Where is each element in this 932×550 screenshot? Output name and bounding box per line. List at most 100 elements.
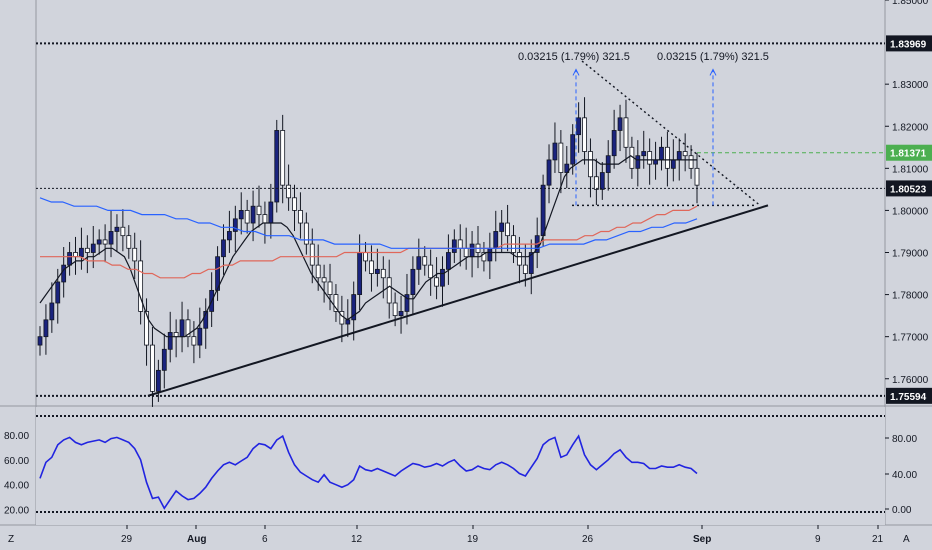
candle-up bbox=[161, 348, 167, 371]
price-tick-label: 1.79000 bbox=[892, 249, 929, 260]
time-tick-label: Aug bbox=[187, 534, 206, 545]
candle-up bbox=[197, 327, 203, 346]
candle-down bbox=[150, 344, 155, 392]
candle-down bbox=[191, 336, 197, 346]
candle-up bbox=[469, 243, 475, 258]
price-level-tag bbox=[886, 144, 932, 161]
oscillator-right-tick: 40.00 bbox=[892, 470, 917, 481]
candle-down bbox=[73, 252, 78, 258]
price-tick-label: 1.83000 bbox=[892, 80, 929, 91]
candle-down bbox=[428, 264, 434, 279]
candle-up bbox=[90, 243, 96, 253]
candle-down bbox=[315, 264, 321, 279]
candle-down bbox=[386, 277, 392, 304]
candle-down bbox=[457, 239, 463, 249]
candle-down bbox=[588, 151, 593, 178]
ma-short-line bbox=[39, 154, 697, 338]
candle-up bbox=[357, 252, 363, 295]
candle-up bbox=[227, 231, 232, 241]
candle-down bbox=[517, 252, 522, 266]
candle-up bbox=[179, 319, 185, 338]
oscillator-left-tick: 80.00 bbox=[4, 431, 29, 442]
price-level-tag bbox=[886, 387, 932, 404]
candle-up bbox=[43, 319, 49, 338]
candle-down bbox=[144, 311, 149, 346]
candle-up bbox=[55, 281, 61, 304]
candle-down bbox=[173, 332, 179, 338]
candle-up bbox=[576, 117, 582, 136]
candle-down bbox=[333, 294, 339, 312]
oscillator-right-tick: 80.00 bbox=[892, 434, 917, 445]
candle-up bbox=[599, 172, 605, 190]
price-tick-label: 1.78000 bbox=[892, 291, 929, 302]
candle-up bbox=[446, 252, 451, 270]
time-tick-label: 9 bbox=[815, 534, 821, 545]
candle-down bbox=[132, 247, 138, 262]
candle-up bbox=[404, 294, 410, 312]
candle-up bbox=[635, 155, 641, 169]
candle-up bbox=[398, 311, 404, 317]
candle-up bbox=[61, 264, 67, 283]
candle-down bbox=[582, 117, 587, 152]
candle-up bbox=[79, 247, 84, 258]
price-tick-label: 1.76000 bbox=[892, 375, 929, 386]
candle-up bbox=[374, 268, 380, 274]
candle-up bbox=[345, 319, 351, 325]
candle-up bbox=[238, 210, 244, 220]
time-tick-label: 12 bbox=[351, 534, 363, 545]
measure-label-1: 0.03215 (1.79%) 321.5 bbox=[518, 51, 630, 63]
candle-up bbox=[552, 142, 558, 161]
candle-up bbox=[440, 268, 445, 287]
candle-up bbox=[108, 231, 114, 245]
time-tick-label: 19 bbox=[467, 534, 479, 545]
ma-mid-line bbox=[40, 205, 698, 279]
price-level-label: 1.83969 bbox=[890, 39, 927, 50]
candle-up bbox=[570, 134, 576, 165]
candle-up bbox=[37, 336, 43, 346]
ma-long-line bbox=[39, 197, 698, 249]
candle-up bbox=[410, 268, 416, 295]
candle-up bbox=[274, 130, 280, 203]
candle-down bbox=[481, 252, 487, 262]
time-tick-label: 26 bbox=[582, 534, 594, 545]
candle-down bbox=[138, 260, 144, 312]
candle-up bbox=[416, 256, 422, 270]
candle-down bbox=[256, 205, 262, 216]
candle-down bbox=[682, 151, 688, 157]
candle-down bbox=[363, 252, 368, 262]
candle-up bbox=[659, 146, 664, 161]
price-level-label: 1.80523 bbox=[890, 184, 927, 195]
left-marker: Z bbox=[8, 534, 14, 545]
right-marker: A bbox=[903, 534, 910, 545]
candle-up bbox=[653, 159, 658, 165]
candle-down bbox=[303, 222, 309, 245]
candle-up bbox=[670, 159, 676, 169]
candle-down bbox=[126, 235, 132, 249]
candle-down bbox=[84, 247, 90, 253]
candle-up bbox=[203, 311, 209, 329]
candle-up bbox=[167, 332, 173, 350]
candle-up bbox=[676, 151, 682, 161]
candle-down bbox=[694, 167, 700, 186]
candle-up bbox=[155, 369, 161, 392]
candle-down bbox=[262, 214, 268, 224]
measure-arrow-head bbox=[572, 68, 580, 76]
candles bbox=[37, 97, 700, 407]
candle-down bbox=[434, 277, 439, 287]
price-tick-label: 1.81000 bbox=[892, 164, 929, 175]
ascending-trendline bbox=[147, 204, 769, 397]
time-tick-label: Sep bbox=[693, 534, 711, 545]
candle-down bbox=[280, 130, 286, 186]
time-tick-label: 21 bbox=[872, 534, 884, 545]
candle-up bbox=[499, 222, 505, 232]
candle-up bbox=[49, 302, 55, 321]
candle-down bbox=[327, 281, 333, 295]
candle-down bbox=[380, 268, 386, 279]
candle-down bbox=[558, 142, 564, 173]
candle-up bbox=[540, 184, 546, 237]
candle-up bbox=[96, 239, 102, 245]
candle-down bbox=[623, 117, 629, 148]
candle-down bbox=[392, 302, 398, 317]
